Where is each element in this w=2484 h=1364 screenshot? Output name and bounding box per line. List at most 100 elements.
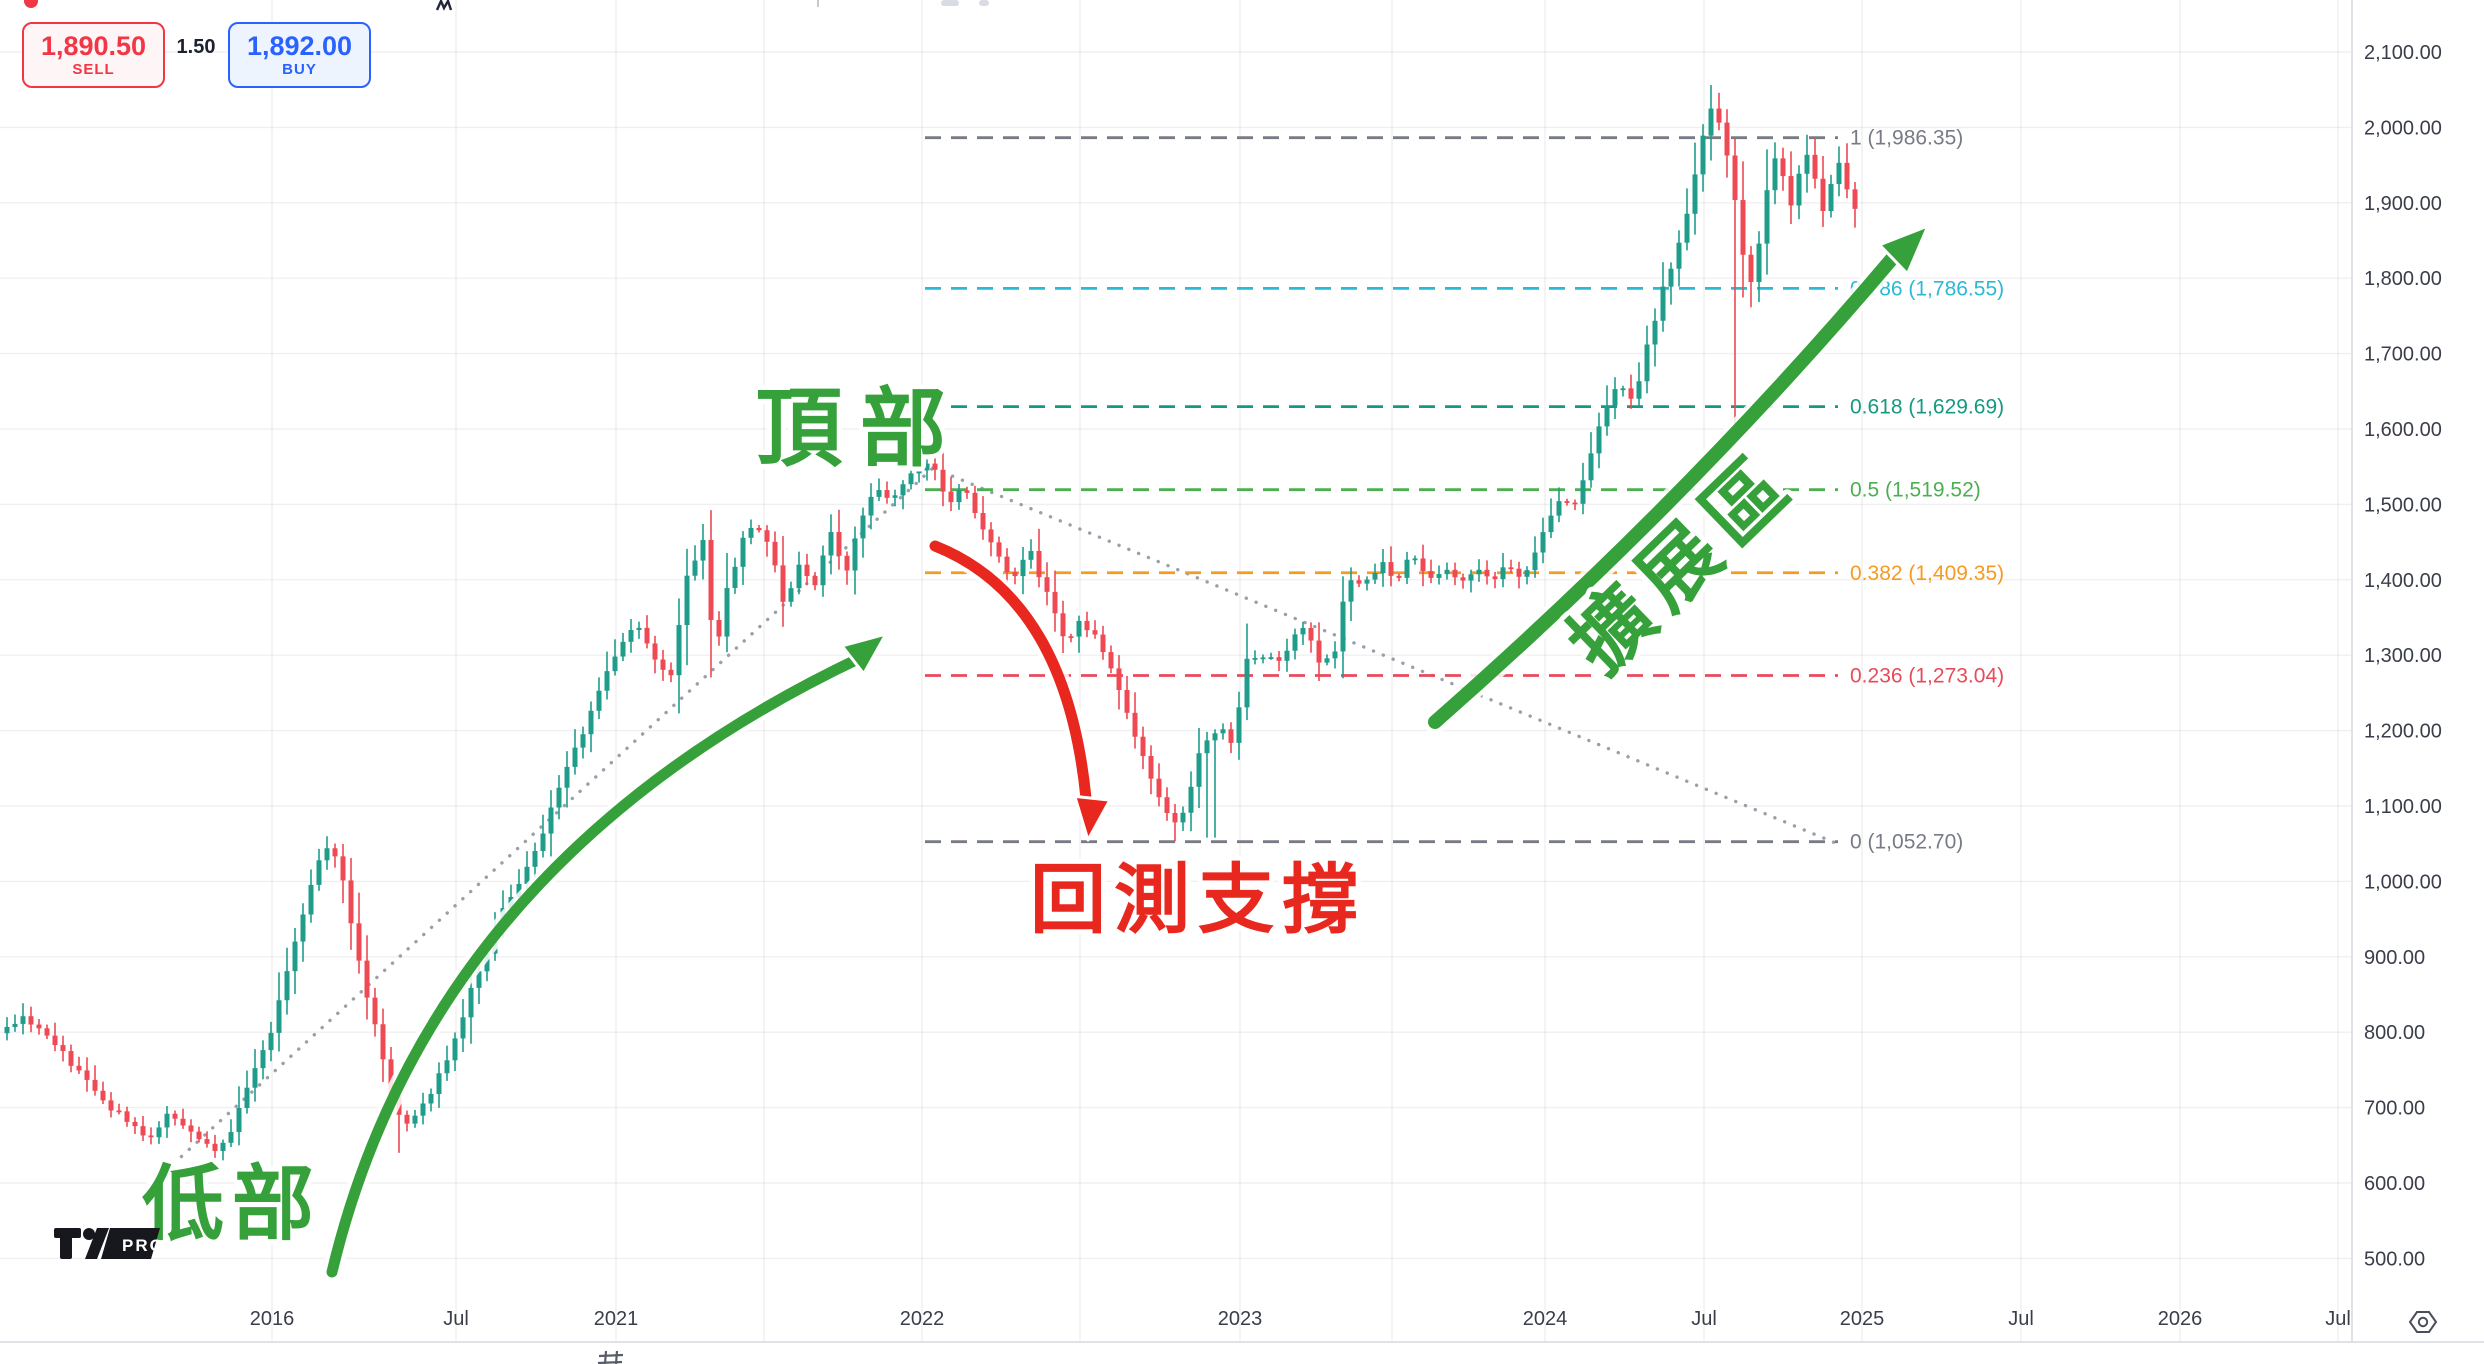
candle-body [1668, 268, 1674, 287]
candle-body [1068, 636, 1074, 639]
retest-support-label[interactable]: 回測支撐 [1025, 853, 1366, 948]
trendline-segment[interactable] [156, 466, 935, 1180]
candle-body [1748, 254, 1754, 283]
grid-lines [0, 0, 2352, 1342]
extension-arrow[interactable] [1428, 247, 1903, 729]
time-axis-labels[interactable]: 2016 Jul 2021 2022 2023 2024 Jul 2025 Jul 2026 Jul [250, 1308, 2351, 1330]
candle-body [1508, 567, 1514, 570]
candle-body [1308, 627, 1314, 641]
candle-body [948, 491, 954, 503]
candle-body [1380, 562, 1386, 574]
price-tick-label: 1,900.00 [2364, 193, 2442, 215]
candle-body [1084, 620, 1090, 631]
candle-body [1212, 733, 1218, 741]
price-tick-label: 700.00 [2364, 1098, 2425, 1120]
time-axis-panel[interactable] [0, 1342, 2484, 1364]
candle-body [132, 1121, 138, 1127]
bottom-toolbar-cut-mark [597, 1350, 624, 1364]
candle-body [1244, 658, 1250, 708]
candle-body [644, 627, 650, 644]
trendline-segment[interactable] [931, 466, 1840, 846]
candle-body [1636, 381, 1642, 399]
sell-label: SELL [72, 61, 115, 79]
candle-body [924, 463, 930, 471]
candle-body [1732, 155, 1738, 201]
candle-body [1276, 657, 1282, 661]
candle-body [1596, 426, 1602, 454]
candle-body [1156, 778, 1162, 798]
candle-body [516, 883, 522, 897]
time-tick-label-Jul: Jul [2325, 1308, 2351, 1330]
candle-body [1140, 736, 1146, 757]
candle-body [180, 1118, 186, 1126]
candle-body [1756, 243, 1762, 283]
price-tick-label: 1,700.00 [2364, 344, 2442, 366]
top-label[interactable]: 頂部 [751, 376, 964, 482]
fib-retracement-lines[interactable] [925, 136, 1838, 844]
bottom-label[interactable]: 低部 [137, 1154, 322, 1255]
tradingview-logo[interactable]: PRO [54, 1228, 165, 1259]
candle-body [452, 1038, 458, 1061]
candle-body [932, 463, 938, 470]
candle-body [1780, 158, 1786, 177]
time-tick-label-2021: 2021 [594, 1308, 639, 1330]
candle-body [1708, 108, 1714, 136]
price-axis-labels[interactable]: 2,100.00 2,000.00 1,900.00 1,800.00 1,700.00… [2364, 42, 2442, 1270]
candle-body [692, 560, 698, 576]
candle-body [1652, 320, 1658, 345]
price-axis-panel[interactable] [2352, 0, 2484, 1364]
buy-button[interactable]: 1,892.00 BUY [228, 22, 371, 88]
candle-body [868, 496, 874, 516]
candle-body [908, 473, 914, 485]
sell-button[interactable]: 1,890.50 SELL [22, 22, 165, 88]
candle-body [1324, 658, 1330, 663]
fib-label-0.618: 0.618 (1,629.69) [1850, 396, 2004, 419]
bid-ask-widget: 1,890.50 SELL 1.50 1,892.00 BUY [0, 0, 420, 100]
retest-arrow-head[interactable] [1073, 794, 1112, 842]
price-tick-label: 1,300.00 [2364, 645, 2442, 667]
candle-body [940, 469, 946, 492]
candle-body [1292, 634, 1298, 651]
candle-body [716, 620, 722, 637]
candle-body [1052, 591, 1058, 614]
candle-body [4, 1026, 10, 1034]
uptrend-arrow-head[interactable] [840, 632, 888, 676]
candle-body [964, 490, 970, 493]
candle-body [804, 564, 810, 577]
candle-body [204, 1139, 210, 1144]
candle-body [412, 1115, 418, 1124]
candle-body [996, 542, 1002, 557]
candle-body [820, 555, 826, 586]
candle-body [1484, 569, 1490, 577]
price-tick-label: 600.00 [2364, 1173, 2425, 1195]
candle-body [172, 1113, 178, 1119]
candle-body [772, 541, 778, 566]
candle-body [668, 669, 674, 676]
candle-body [1012, 572, 1018, 577]
candle-body [1116, 668, 1122, 690]
fib-label-0.236: 0.236 (1,273.04) [1850, 665, 2004, 688]
candle-body [548, 807, 554, 834]
price-tick-label: 1,500.00 [2364, 494, 2442, 516]
candle-body [956, 490, 962, 503]
candle-body [1564, 501, 1570, 503]
fib-label-0.5: 0.5 (1,519.52) [1850, 479, 1981, 502]
price-tick-label: 1,200.00 [2364, 721, 2442, 743]
time-tick-label-2016: 2016 [250, 1308, 295, 1330]
candle-body [564, 766, 570, 788]
candle-body [1852, 189, 1858, 209]
candle-body [1180, 812, 1186, 823]
retest-arrow[interactable] [929, 540, 1092, 804]
extension-arrow-head[interactable] [1877, 224, 1930, 276]
candle-body [1220, 729, 1226, 734]
price-scale-settings-icon[interactable] [2408, 1311, 2438, 1333]
dotted-trendlines[interactable] [156, 466, 1840, 1180]
candle-body [1556, 501, 1562, 516]
candle-body [1740, 200, 1746, 255]
candle-body [140, 1126, 146, 1136]
candle-body [620, 641, 626, 657]
hand-drawn-arrows[interactable] [322, 224, 1930, 1282]
logo-mark [85, 1228, 109, 1259]
uptrend-arrow[interactable] [326, 652, 866, 1278]
